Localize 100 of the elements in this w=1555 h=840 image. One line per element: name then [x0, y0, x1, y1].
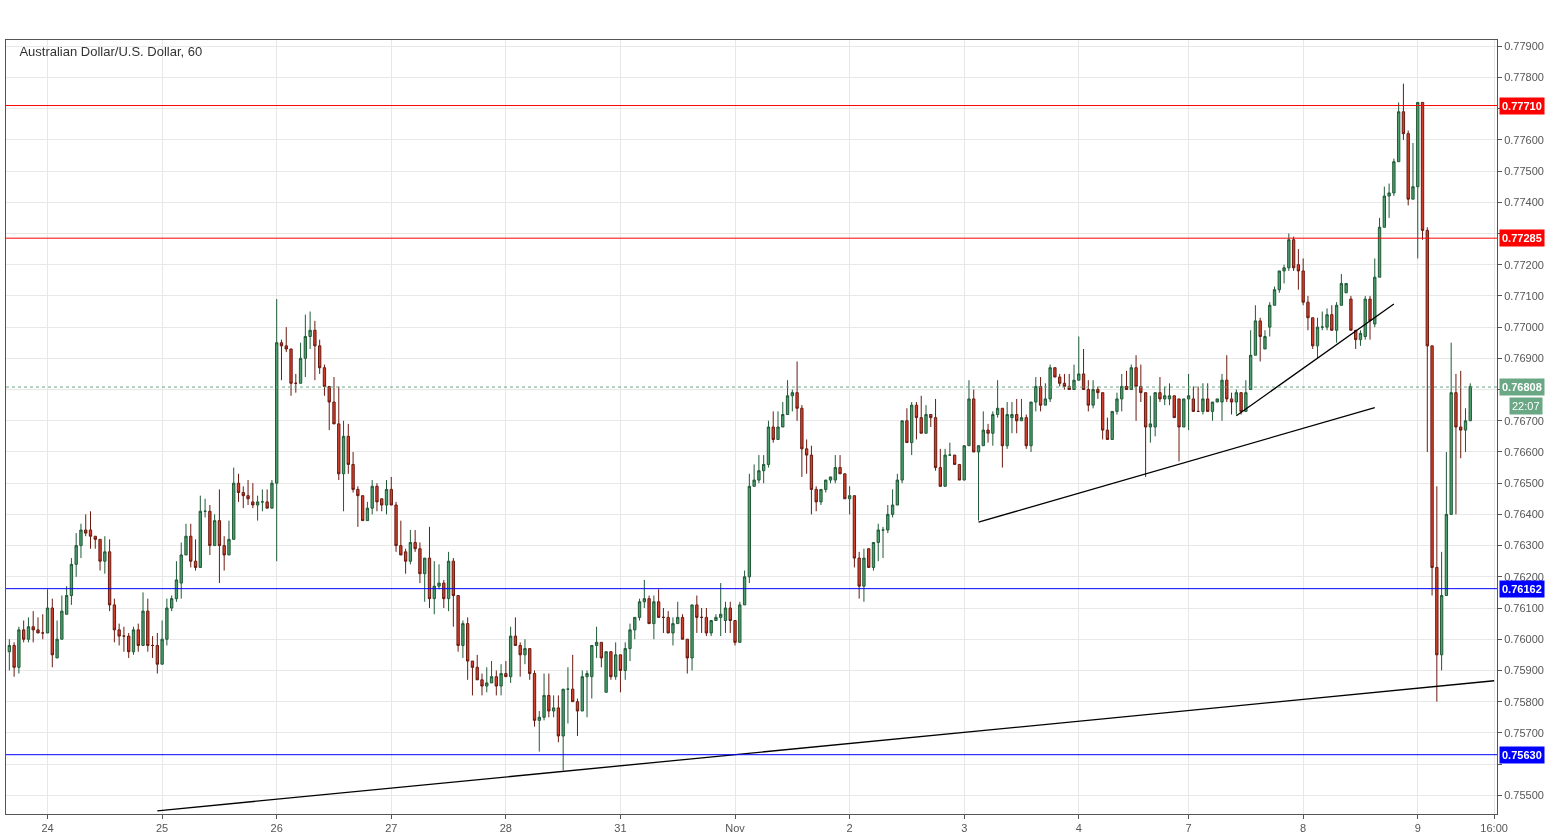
- candlestick: [1206, 382, 1210, 412]
- candlestick: [260, 488, 265, 512]
- x-tick-label: Nov: [725, 822, 746, 835]
- candlestick: [938, 448, 942, 487]
- candlestick: [1196, 385, 1200, 412]
- ref-line-label: 0.77710: [1502, 100, 1542, 112]
- candlestick: [1186, 373, 1191, 431]
- x-tick-label: 28: [499, 822, 512, 835]
- x-tick-label: 9: [1414, 822, 1421, 835]
- candlestick: [1048, 364, 1052, 403]
- candlestick: [136, 623, 140, 653]
- candlestick: [1239, 392, 1243, 416]
- candlestick: [905, 407, 909, 444]
- candlestick: [1253, 304, 1258, 356]
- candlestick: [652, 595, 656, 640]
- candlestick: [614, 641, 618, 681]
- candlestick: [933, 398, 938, 472]
- x-tick-label: 3: [961, 822, 968, 835]
- candlestick: [972, 389, 976, 453]
- candlestick: [122, 626, 126, 653]
- candlestick: [609, 651, 613, 681]
- candlestick: [212, 513, 217, 547]
- candlestick: [1158, 376, 1162, 403]
- y-tick-label: 0.76100: [1504, 601, 1544, 614]
- candlestick: [1015, 398, 1019, 434]
- candlestick: [1038, 376, 1043, 412]
- x-tick-label: 27: [385, 822, 398, 835]
- candlestick: [17, 626, 21, 675]
- candlestick: [561, 688, 565, 771]
- candlestick: [1024, 414, 1028, 450]
- candlestick: [298, 342, 303, 384]
- candlestick: [494, 669, 498, 696]
- y-tick-label: 0.76700: [1504, 414, 1544, 427]
- candlestick: [1339, 273, 1344, 306]
- candlestick: [1320, 311, 1324, 331]
- y-tick-label: 0.76300: [1504, 539, 1544, 552]
- candlestick: [666, 610, 670, 634]
- candlestick: [1163, 385, 1167, 406]
- candlestick: [1000, 407, 1005, 469]
- candlestick: [1086, 379, 1090, 412]
- candlestick: [313, 320, 317, 381]
- candlestick: [322, 364, 327, 397]
- candlestick: [45, 588, 50, 634]
- candlestick: [948, 442, 952, 456]
- y-tick-label: 0.77200: [1504, 258, 1544, 271]
- x-tick-label: 4: [1075, 822, 1082, 835]
- candlestick: [1325, 307, 1329, 331]
- candlestick: [1258, 317, 1262, 362]
- y-tick-label: 0.75500: [1504, 789, 1544, 802]
- candlestick: [566, 666, 570, 724]
- candlestick: [523, 638, 527, 665]
- candlestick: [1248, 329, 1253, 391]
- candlestick: [695, 595, 699, 634]
- candlestick: [1334, 301, 1339, 344]
- candlestick: [442, 579, 446, 609]
- candlestick: [217, 488, 222, 584]
- candlestick: [107, 538, 112, 612]
- y-tick-label: 0.75900: [1504, 664, 1544, 677]
- candlestick: [656, 588, 661, 618]
- candlestick: [690, 604, 694, 671]
- candlestick: [251, 482, 255, 509]
- candlestick: [384, 479, 389, 515]
- candlestick: [155, 632, 160, 675]
- candlestick: [446, 551, 451, 612]
- candlestick: [1081, 348, 1086, 391]
- candlestick: [1368, 295, 1372, 341]
- candlestick: [618, 654, 623, 693]
- x-tick-label: 8: [1300, 822, 1307, 835]
- candlestick: [341, 420, 346, 512]
- candlestick: [924, 404, 928, 434]
- y-tick-label: 0.76900: [1504, 352, 1544, 365]
- candlestick: [1315, 317, 1320, 359]
- y-tick-label: 0.76400: [1504, 508, 1544, 521]
- y-tick-label: 0.77900: [1504, 40, 1544, 53]
- candlestick: [1210, 401, 1215, 422]
- chart-title: Australian Dollar/U.S. Dollar, 60: [19, 44, 203, 60]
- candlestick: [1091, 379, 1095, 409]
- candlestick: [103, 535, 107, 575]
- candlestick: [1291, 236, 1296, 272]
- candlestick: [50, 598, 54, 668]
- candlestick: [427, 526, 432, 609]
- candlestick: [556, 694, 561, 743]
- candlestick: [1244, 379, 1248, 412]
- candlestick: [408, 529, 413, 565]
- candlestick: [41, 613, 45, 640]
- candlestick: [642, 579, 646, 609]
- candlestick: [910, 401, 914, 456]
- candlestick: [957, 463, 962, 481]
- candlestick: [423, 557, 427, 603]
- y-tick-label: 0.77800: [1504, 71, 1544, 84]
- ref-line-label: 0.77285: [1502, 232, 1542, 244]
- candlestick: [809, 445, 814, 515]
- candlestick: [1062, 373, 1067, 391]
- candlestick: [499, 663, 503, 696]
- candlestick: [943, 448, 947, 487]
- candlestick: [1439, 551, 1444, 671]
- candlestick: [303, 314, 308, 378]
- candlestick: [862, 548, 866, 603]
- candlestick: [88, 510, 93, 550]
- candlestick: [189, 523, 193, 568]
